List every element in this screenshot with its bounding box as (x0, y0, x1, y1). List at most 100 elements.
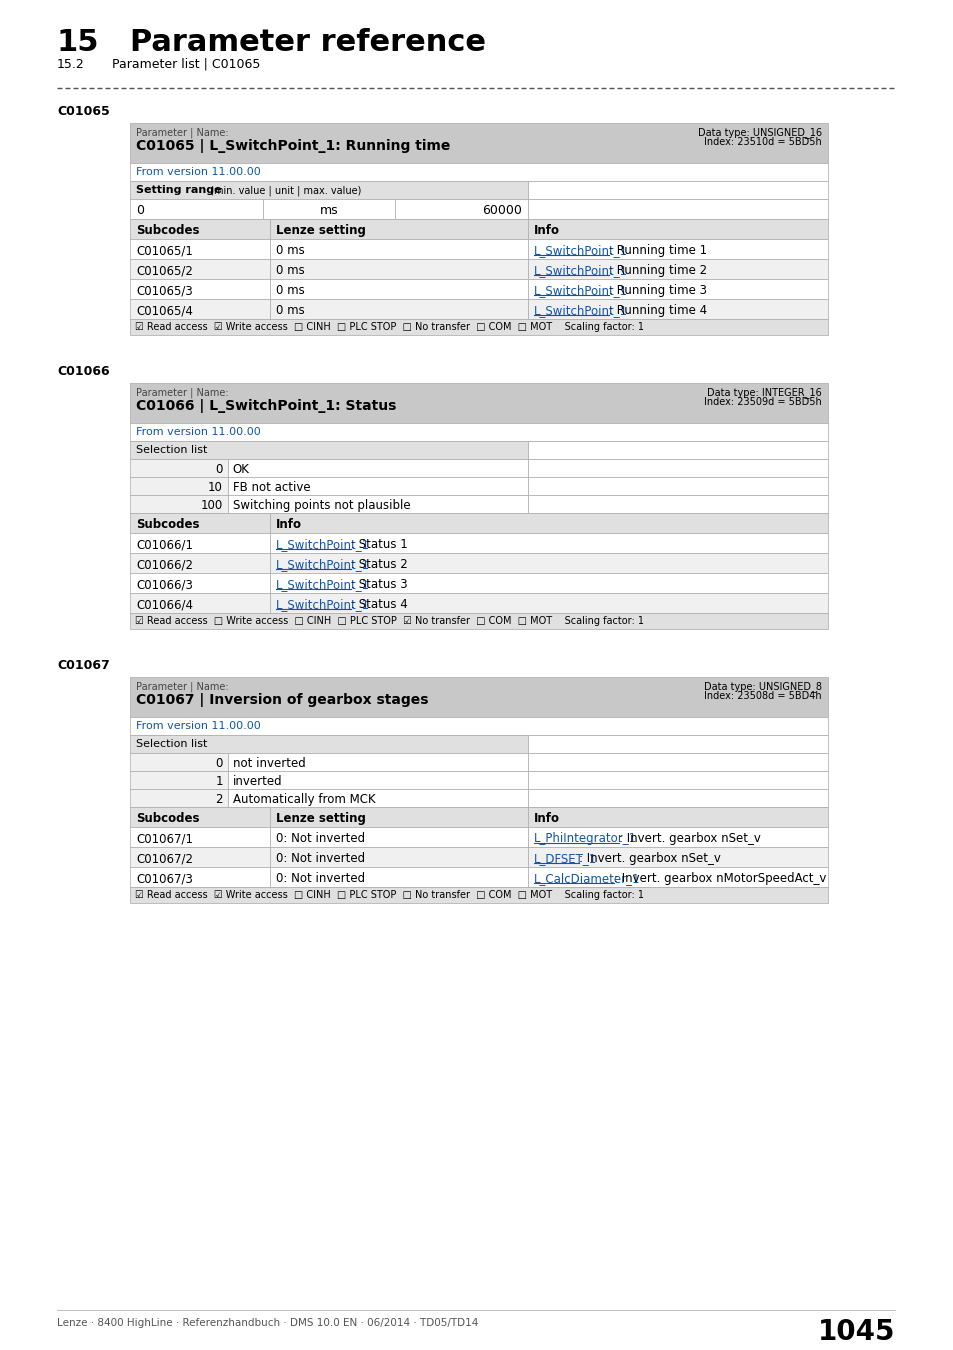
Text: : Status 2: : Status 2 (351, 558, 407, 571)
Bar (130, 198, 262, 219)
Bar (130, 459, 228, 477)
Bar (527, 771, 827, 788)
Text: ☑ Read access  ☑ Write access  □ CINH  □ PLC STOP  □ No transfer  □ COM  □ MOT  : ☑ Read access ☑ Write access □ CINH □ PL… (135, 323, 643, 332)
Text: Subcodes: Subcodes (136, 224, 199, 238)
Text: Data type: UNSIGNED_8: Data type: UNSIGNED_8 (703, 680, 821, 693)
Bar (270, 239, 527, 259)
Text: Parameter | Name:: Parameter | Name: (136, 127, 229, 138)
Bar (527, 198, 827, 219)
Bar (270, 513, 827, 533)
Text: Setting range: Setting range (136, 185, 221, 194)
Bar (130, 887, 827, 903)
Bar (130, 423, 827, 441)
Text: Index: 23510d = 5BD5h: Index: 23510d = 5BD5h (703, 136, 821, 147)
Text: C01067: C01067 (57, 659, 110, 672)
Text: From version 11.00.00: From version 11.00.00 (136, 427, 260, 437)
Text: 10: 10 (208, 481, 222, 494)
Text: C01066/3: C01066/3 (136, 578, 193, 591)
Bar (527, 867, 827, 887)
Bar (527, 441, 827, 459)
Text: Automatically from MCK: Automatically from MCK (233, 792, 375, 806)
Text: : Status 3: : Status 3 (351, 578, 407, 591)
Text: ☑ Read access  ☑ Write access  □ CINH  □ PLC STOP  □ No transfer  □ COM  □ MOT  : ☑ Read access ☑ Write access □ CINH □ PL… (135, 890, 643, 900)
Bar (270, 846, 527, 867)
Text: Selection list: Selection list (136, 446, 207, 455)
Bar (527, 753, 827, 771)
Bar (130, 441, 527, 459)
Bar (270, 572, 827, 593)
Bar (130, 239, 270, 259)
Bar (130, 613, 827, 629)
Text: : Running time 2: : Running time 2 (608, 265, 706, 277)
Text: C01065/2: C01065/2 (136, 265, 193, 277)
Bar (228, 495, 527, 513)
Bar (527, 279, 827, 298)
Text: C01067/3: C01067/3 (136, 872, 193, 886)
Text: 2: 2 (215, 792, 222, 806)
Bar (527, 846, 827, 867)
Text: : Invert. gearbox nMotorSpeedAct_v: : Invert. gearbox nMotorSpeedAct_v (613, 872, 825, 886)
Bar (262, 198, 395, 219)
Bar (130, 753, 228, 771)
Text: : Running time 1: : Running time 1 (608, 244, 706, 256)
Bar (228, 753, 527, 771)
Text: Selection list: Selection list (136, 738, 207, 749)
Bar (130, 554, 270, 572)
Bar (130, 298, 270, 319)
Bar (270, 279, 527, 298)
Text: Info: Info (534, 224, 559, 238)
Text: Lenze setting: Lenze setting (275, 224, 365, 238)
Bar (270, 259, 527, 279)
Bar (130, 513, 270, 533)
Text: inverted: inverted (233, 775, 282, 788)
Text: L_SwitchPoint_1: L_SwitchPoint_1 (534, 244, 627, 256)
Text: C01065: C01065 (57, 105, 110, 117)
Text: L_SwitchPoint_1: L_SwitchPoint_1 (275, 598, 370, 612)
Bar (270, 867, 527, 887)
Text: Subcodes: Subcodes (136, 518, 199, 531)
Bar (270, 298, 527, 319)
Bar (527, 239, 827, 259)
Bar (270, 219, 527, 239)
Text: Parameter | Name:: Parameter | Name: (136, 680, 229, 691)
Text: L_SwitchPoint_1: L_SwitchPoint_1 (534, 265, 627, 277)
Bar (527, 259, 827, 279)
Bar (130, 771, 228, 788)
Text: 0: Not inverted: 0: Not inverted (275, 852, 364, 865)
Bar (527, 298, 827, 319)
Text: L_PhiIntegrator_1: L_PhiIntegrator_1 (534, 832, 637, 845)
Bar (130, 123, 827, 163)
Text: C01066/2: C01066/2 (136, 558, 193, 571)
Text: Parameter list | C01065: Parameter list | C01065 (112, 58, 260, 72)
Text: Index: 23509d = 5BD5h: Index: 23509d = 5BD5h (703, 397, 821, 406)
Text: 0 ms: 0 ms (275, 304, 304, 317)
Bar (527, 477, 827, 495)
Text: : Invert. gearbox nSet_v: : Invert. gearbox nSet_v (618, 832, 760, 845)
Bar (130, 593, 270, 613)
Text: ms: ms (319, 204, 338, 217)
Bar (130, 676, 827, 717)
Bar (130, 788, 228, 807)
Bar (395, 198, 527, 219)
Text: Lenze · 8400 HighLine · Referenzhandbuch · DMS 10.0 EN · 06/2014 · TD05/TD14: Lenze · 8400 HighLine · Referenzhandbuch… (57, 1318, 477, 1328)
Bar (527, 828, 827, 846)
Bar (270, 533, 827, 554)
Bar (130, 846, 270, 867)
Bar (270, 554, 827, 572)
Bar (527, 459, 827, 477)
Text: C01067 | Inversion of gearbox stages: C01067 | Inversion of gearbox stages (136, 693, 428, 707)
Bar (527, 734, 827, 753)
Text: Parameter | Name:: Parameter | Name: (136, 387, 229, 397)
Bar (130, 828, 270, 846)
Text: L_SwitchPoint_1: L_SwitchPoint_1 (275, 539, 370, 551)
Bar (527, 807, 827, 828)
Text: From version 11.00.00: From version 11.00.00 (136, 721, 260, 730)
Text: L_SwitchPoint_1: L_SwitchPoint_1 (275, 558, 370, 571)
Text: L_SwitchPoint_1: L_SwitchPoint_1 (534, 284, 627, 297)
Text: L_DFSET_1: L_DFSET_1 (534, 852, 597, 865)
Text: 15.2: 15.2 (57, 58, 85, 72)
Text: Parameter reference: Parameter reference (130, 28, 485, 57)
Text: Info: Info (275, 518, 301, 531)
Text: C01065/1: C01065/1 (136, 244, 193, 256)
Bar (130, 495, 228, 513)
